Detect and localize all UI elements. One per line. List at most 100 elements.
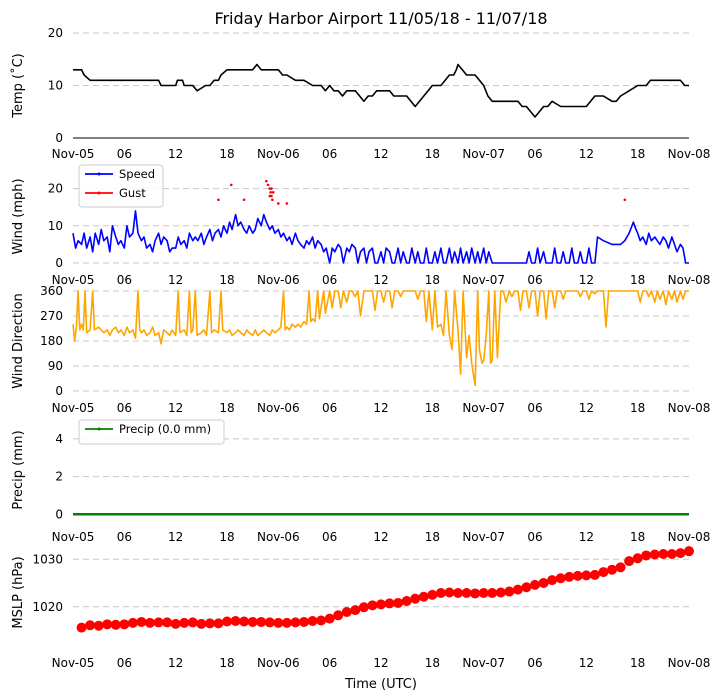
x-axis-label: Time (UTC)	[344, 677, 417, 692]
x-tick-label: 18	[630, 656, 645, 670]
legend-label: Speed	[119, 167, 155, 181]
series-line-temp	[73, 63, 689, 118]
legend-marker	[97, 172, 101, 176]
y-axis-label: Precip (mm)	[11, 430, 26, 509]
x-tick-label: 12	[579, 530, 594, 544]
x-tick-label: 06	[117, 530, 132, 544]
mslp-point	[435, 587, 446, 598]
x-tick-label: 12	[168, 401, 183, 415]
x-tick-label: 06	[117, 147, 132, 161]
mslp-point	[333, 610, 344, 621]
y-tick-label: 10	[48, 219, 63, 233]
mslp-point	[316, 615, 327, 626]
series-line-speed	[72, 210, 689, 264]
mslp-point	[427, 589, 438, 600]
y-tick-label: 1020	[32, 600, 63, 614]
legend-precip: Precip (0.0 mm)	[78, 419, 225, 445]
gust-point	[217, 198, 220, 202]
x-tick-label: 18	[630, 530, 645, 544]
x-tick-label: 12	[168, 273, 183, 287]
mslp-point	[93, 620, 104, 631]
mslp-point	[162, 617, 173, 628]
x-tick-label: Nov-08	[668, 656, 711, 670]
y-tick-label: 0	[55, 507, 63, 521]
mslp-point	[76, 622, 87, 633]
mslp-point	[521, 582, 532, 593]
x-tick-label: 06	[322, 656, 337, 670]
mslp-point	[239, 616, 250, 627]
x-tick-label: 18	[219, 147, 234, 161]
chart-panels: 0 1020 Temp (˚C) Nov-05 06 12 18 Nov-06 06 12 18 No…	[10, 26, 710, 670]
mslp-point	[547, 575, 558, 586]
gust-point	[623, 198, 627, 202]
x-tick-label: 18	[425, 656, 440, 670]
x-tick-label: 18	[219, 656, 234, 670]
x-tick-label: Nov-08	[668, 273, 711, 287]
x-tick-label: Nov-07	[462, 530, 505, 544]
x-tick-label: Nov-06	[257, 273, 300, 287]
panel-wind: 0 10 20 Wind (mph) Speed Gust Nov-05 06 12 18 Nov-…	[11, 164, 711, 287]
mslp-point	[401, 596, 412, 607]
gust-point	[270, 187, 273, 190]
mslp-point	[230, 616, 241, 626]
x-tick-label: Nov-05	[52, 401, 95, 415]
mslp-point	[307, 616, 318, 626]
x-tick-label: 12	[373, 147, 388, 161]
x-tick-label: 18	[425, 273, 440, 287]
gust-point	[269, 191, 272, 194]
y-axis-label: MSLP (hPa)	[11, 556, 26, 628]
gust-point	[277, 202, 280, 205]
gust-point	[271, 198, 274, 202]
x-tick-label: 06	[527, 401, 542, 415]
x-tick-label: Nov-06	[257, 147, 300, 161]
gust-point	[229, 183, 233, 187]
x-tick-label: 18	[630, 273, 645, 287]
mslp-point	[110, 619, 121, 630]
mslp-point	[658, 549, 669, 560]
gust-point	[242, 198, 246, 202]
panel-temp: 0 10 20 Temp (˚C) Nov-05 06 12 18 Nov-06 06 12 18 No…	[10, 26, 710, 161]
y-axis-label: Temp (˚C)	[10, 53, 26, 119]
mslp-point	[376, 599, 386, 610]
x-tick-label: Nov-07	[462, 656, 505, 670]
mslp-point	[119, 619, 130, 630]
x-tick-label: Nov-08	[668, 147, 711, 161]
y-tick-label: 270	[40, 309, 63, 323]
mslp-point	[538, 578, 549, 588]
legend-marker	[97, 427, 101, 431]
mslp-point	[641, 550, 652, 561]
x-tick-label: Nov-05	[52, 273, 95, 287]
mslp-point	[453, 587, 463, 598]
mslp-point	[273, 617, 284, 628]
mslp-point	[615, 562, 626, 573]
mslp-point	[127, 617, 138, 628]
gust-point	[268, 194, 272, 198]
x-tick-label: Nov-06	[257, 401, 300, 415]
mslp-point	[418, 591, 429, 602]
y-tick-label: 10	[48, 79, 63, 93]
x-tick-label: 18	[630, 401, 645, 415]
mslp-point	[478, 587, 489, 598]
gust-point	[285, 202, 289, 205]
x-tick-label: Nov-06	[257, 530, 300, 544]
mslp-point	[256, 616, 267, 627]
x-tick-label: Nov-05	[52, 656, 95, 670]
x-tick-label: Nov-05	[52, 530, 95, 544]
x-tick-label: 12	[579, 401, 594, 415]
mslp-point	[299, 616, 309, 627]
mslp-point	[410, 593, 421, 604]
mslp-point	[341, 606, 352, 617]
y-axis-label: Wind (mph)	[11, 178, 26, 254]
y-tick-label: 90	[48, 359, 63, 373]
x-tick-label: 06	[117, 401, 132, 415]
x-tick-label: 06	[117, 656, 132, 670]
mslp-point	[102, 619, 113, 630]
legend-label: Gust	[119, 186, 146, 200]
x-tick-label: Nov-06	[257, 656, 300, 670]
x-tick-label: 18	[425, 147, 440, 161]
y-tick-label: 0	[55, 256, 63, 270]
mslp-point	[222, 616, 232, 627]
x-tick-label: 18	[219, 401, 234, 415]
x-tick-label: Nov-08	[668, 401, 711, 415]
legend-wind: Speed Gust	[78, 164, 164, 208]
